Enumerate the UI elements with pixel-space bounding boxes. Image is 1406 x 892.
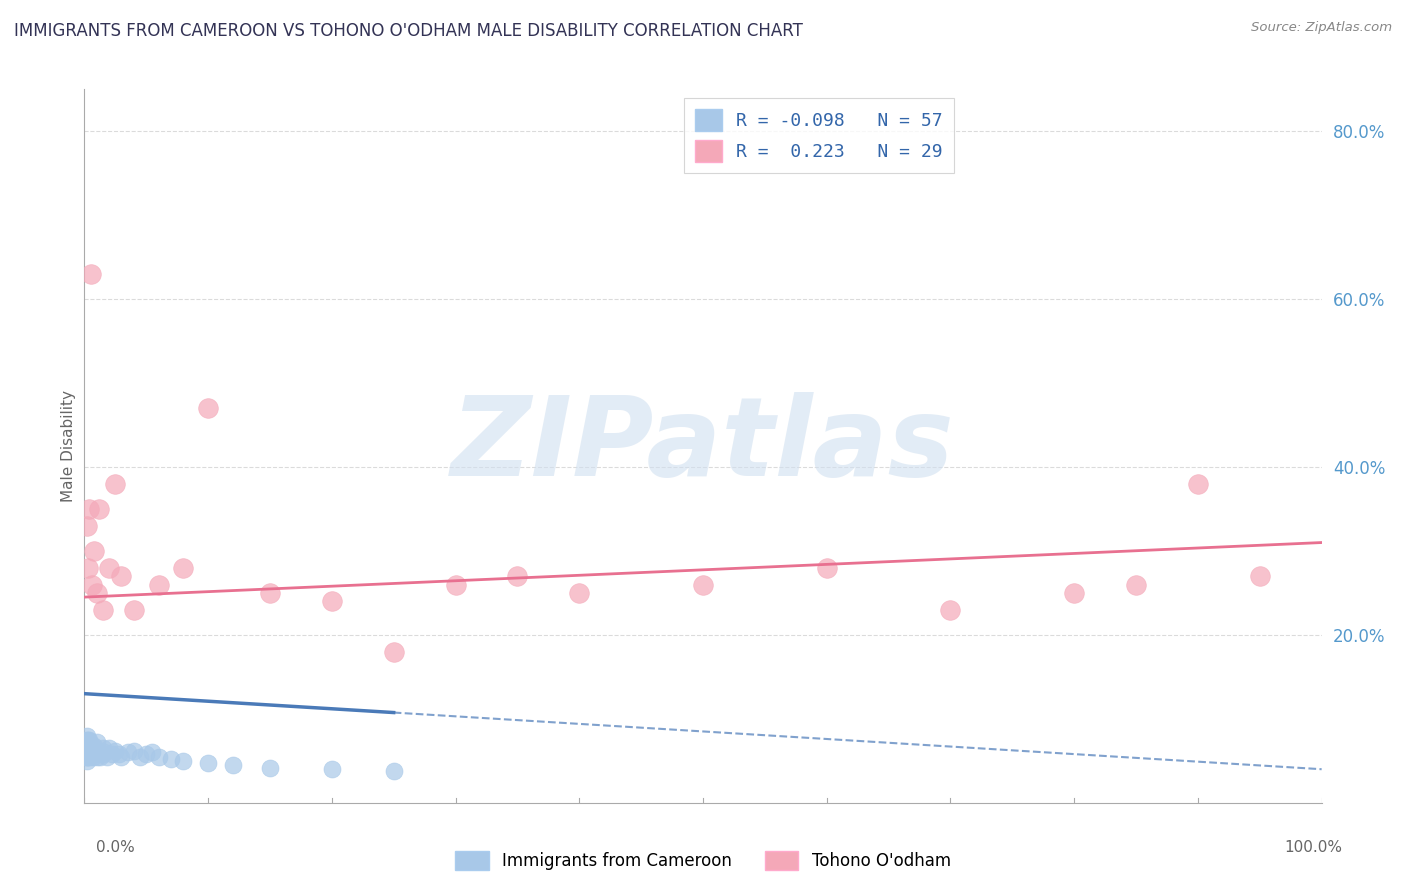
- Point: [83, 739, 105, 753]
- Point: [77, 737, 100, 751]
- Point: [79, 737, 101, 751]
- Point: [75, 749, 97, 764]
- Point: [141, 746, 163, 760]
- Point: [91, 741, 114, 756]
- Point: [77, 560, 100, 574]
- Point: [1125, 577, 1147, 591]
- Point: [259, 760, 281, 774]
- Point: [160, 752, 183, 766]
- Point: [1063, 586, 1085, 600]
- Point: [197, 756, 219, 770]
- Point: [1187, 476, 1209, 491]
- Point: [82, 749, 104, 764]
- Point: [939, 603, 962, 617]
- Point: [76, 754, 98, 768]
- Point: [75, 737, 97, 751]
- Point: [80, 746, 103, 760]
- Point: [83, 544, 105, 558]
- Legend: R = -0.098   N = 57, R =  0.223   N = 29: R = -0.098 N = 57, R = 0.223 N = 29: [683, 98, 953, 173]
- Point: [91, 747, 114, 761]
- Point: [108, 747, 131, 761]
- Point: [122, 744, 145, 758]
- Point: [110, 749, 132, 764]
- Point: [104, 476, 127, 491]
- Point: [86, 744, 108, 758]
- Point: [76, 749, 98, 764]
- Point: [76, 518, 98, 533]
- Point: [122, 603, 145, 617]
- Point: [86, 749, 108, 764]
- Point: [76, 741, 98, 756]
- Text: Source: ZipAtlas.com: Source: ZipAtlas.com: [1251, 21, 1392, 34]
- Point: [222, 758, 245, 772]
- Point: [444, 577, 467, 591]
- Point: [76, 737, 98, 751]
- Point: [135, 747, 157, 761]
- Point: [100, 747, 122, 761]
- Text: 0.0%: 0.0%: [96, 840, 135, 855]
- Point: [815, 560, 838, 574]
- Point: [172, 560, 194, 574]
- Point: [321, 594, 343, 608]
- Point: [148, 749, 170, 764]
- Point: [382, 645, 405, 659]
- Point: [83, 747, 105, 761]
- Point: [77, 746, 100, 760]
- Point: [692, 577, 714, 591]
- Point: [77, 741, 100, 756]
- Point: [76, 729, 98, 743]
- Point: [75, 741, 97, 756]
- Point: [79, 747, 101, 761]
- Text: ZIPatlas: ZIPatlas: [451, 392, 955, 500]
- Point: [77, 749, 100, 764]
- Point: [172, 754, 194, 768]
- Point: [86, 586, 108, 600]
- Point: [98, 560, 121, 574]
- Point: [129, 749, 152, 764]
- Legend: Immigrants from Cameroon, Tohono O'odham: Immigrants from Cameroon, Tohono O'odham: [449, 844, 957, 877]
- Point: [86, 735, 108, 749]
- Text: IMMIGRANTS FROM CAMEROON VS TOHONO O'ODHAM MALE DISABILITY CORRELATION CHART: IMMIGRANTS FROM CAMEROON VS TOHONO O'ODH…: [14, 21, 803, 39]
- Point: [148, 577, 170, 591]
- Point: [89, 502, 111, 516]
- Point: [89, 746, 111, 760]
- Point: [568, 586, 591, 600]
- Point: [89, 749, 111, 764]
- Point: [382, 764, 405, 778]
- Point: [75, 732, 97, 747]
- Point: [1249, 569, 1271, 583]
- Text: 100.0%: 100.0%: [1285, 840, 1343, 855]
- Point: [79, 749, 101, 764]
- Point: [82, 741, 104, 756]
- Point: [506, 569, 529, 583]
- Point: [76, 746, 98, 760]
- Point: [117, 746, 139, 760]
- Point: [79, 746, 101, 760]
- Point: [77, 732, 100, 747]
- Point: [80, 577, 103, 591]
- Point: [91, 603, 114, 617]
- Point: [93, 746, 115, 760]
- Point: [84, 744, 107, 758]
- Point: [98, 741, 121, 756]
- Point: [79, 732, 101, 747]
- Y-axis label: Male Disability: Male Disability: [60, 390, 76, 502]
- Point: [79, 741, 101, 756]
- Point: [79, 267, 101, 281]
- Point: [110, 569, 132, 583]
- Point: [75, 746, 97, 760]
- Point: [197, 401, 219, 416]
- Point: [96, 749, 118, 764]
- Point: [79, 743, 101, 757]
- Point: [79, 502, 101, 516]
- Point: [104, 744, 127, 758]
- Point: [80, 739, 103, 753]
- Point: [321, 762, 343, 776]
- Point: [259, 586, 281, 600]
